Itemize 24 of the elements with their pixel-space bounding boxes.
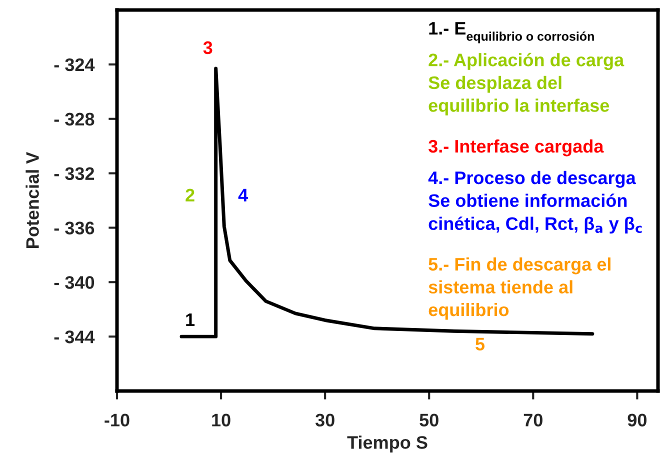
annotation: 3.- Interfase cargada — [428, 139, 604, 156]
annotation: 1.- Eequilibrio o corrosión — [429, 22, 594, 44]
annotation: 5 — [476, 338, 485, 351]
y-tick-label: - 340 — [54, 276, 94, 289]
x-tick-label: -10 — [104, 414, 130, 426]
annotation: 4 — [238, 188, 248, 202]
y-tick-label: - 344 — [54, 330, 95, 344]
y-tick-label: - 336 — [54, 222, 94, 234]
x-tick-label: 30 — [315, 414, 334, 427]
x-tick-label: 90 — [628, 414, 646, 426]
annotation: 4.- Proceso de descarga Se obtiene información cinética, Cdl, Rct, β$_{a}$ y β$_{c}$ — [428, 170, 642, 234]
annotation: 1 — [186, 314, 195, 326]
annotation: 5.- Fin de descarga el sistema tiende al equilibrio — [428, 257, 610, 320]
x-tick-label: 50 — [420, 414, 438, 426]
y-tick-label: - 332 — [54, 167, 94, 180]
annotation: 3 — [203, 41, 212, 54]
annotation: 2 — [186, 188, 194, 202]
x-axis-title: Tiempo S — [347, 436, 428, 452]
annotation: 2.- Aplicación de carga Se desplaza del equilibrio la interfase — [428, 52, 624, 116]
y-axis-title: Potencial V — [26, 152, 39, 248]
x-tick-label: 10 — [212, 414, 230, 426]
y-tick-label: - 324 — [54, 58, 95, 72]
x-tick-label: 70 — [524, 414, 542, 426]
y-tick-label: - 328 — [54, 112, 94, 126]
